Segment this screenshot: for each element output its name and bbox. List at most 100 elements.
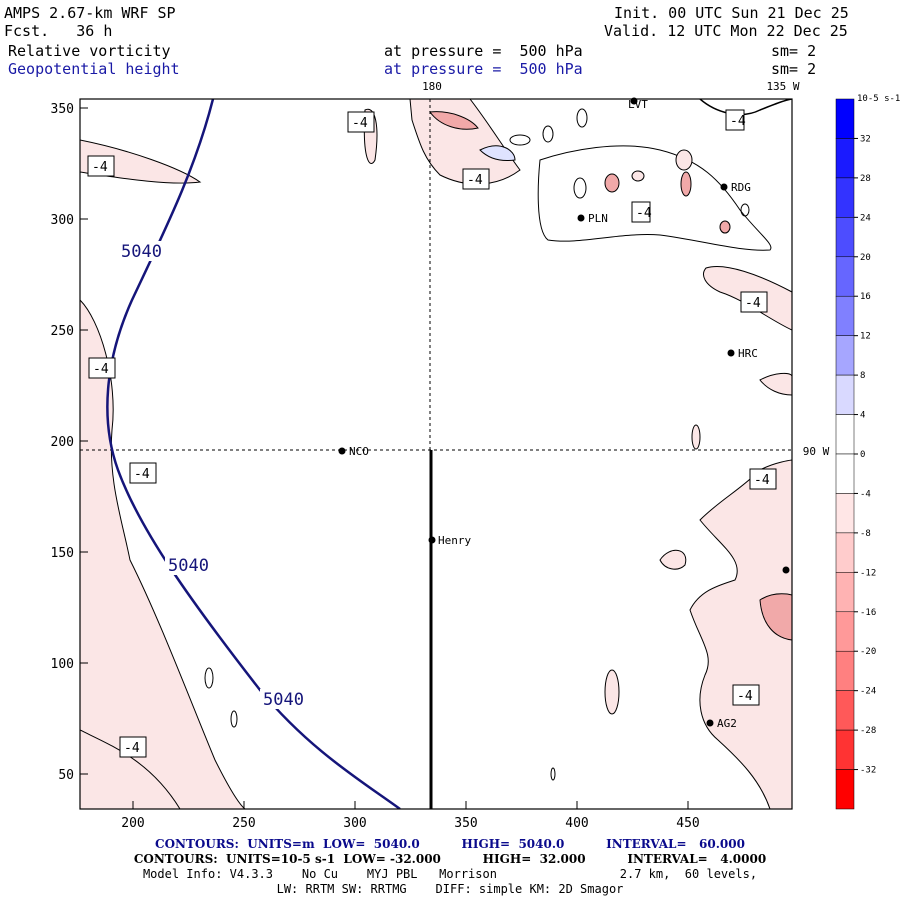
vorticity-contour-label: -4 (754, 473, 770, 488)
colorbar-swatch (835, 650, 855, 691)
vorticity-contour-label: -4 (737, 689, 753, 704)
colorbar-swatch (835, 611, 855, 652)
y-tick-label: 300 (51, 213, 74, 228)
colorbar-label: -12 (860, 568, 876, 578)
colorbar-label: 4 (860, 411, 865, 421)
x-tick-label: 250 (232, 816, 255, 831)
colorbar-label: -24 (860, 687, 876, 697)
station-label: Henry (438, 534, 471, 547)
field2-level: at pressure = 500 hPa (384, 60, 583, 78)
colorbar-swatch (835, 295, 855, 336)
colorbar-swatch (835, 729, 855, 770)
y-tick-label: 150 (51, 546, 74, 561)
vorticity-contour-label: -4 (730, 114, 746, 129)
y-tick-label: 50 (58, 768, 74, 783)
valid-time: Valid. 12 UTC Mon 22 Dec 25 (604, 22, 848, 40)
station-label: RDG (731, 181, 751, 194)
station-label: LVT (628, 98, 648, 111)
colorbar-label: 20 (860, 253, 871, 263)
colorbar-label: 24 (860, 213, 871, 223)
colorbar-label: 8 (860, 371, 865, 381)
colorbar-swatch (835, 217, 855, 258)
station-marker (720, 183, 728, 191)
colorbar-swatch (835, 453, 855, 494)
colorbar-swatch (835, 98, 855, 139)
model-title: AMPS 2.67-km WRF SP (4, 4, 176, 22)
height-contour-label: 5040 (168, 556, 209, 576)
colorbar-label: -4 (860, 489, 871, 499)
field2-smoothing: sm= 2 (771, 60, 817, 78)
colorbar-swatch (835, 374, 855, 415)
vorticity-contour-label: -4 (745, 296, 761, 311)
station-marker (706, 719, 714, 727)
model-info: Model Info: V4.3.3 No Cu MYJ PBL Morriso… (142, 867, 758, 881)
vorticity-contour-label: -4 (467, 173, 483, 188)
field1-name: Relative vorticity (8, 42, 171, 60)
station-marker (782, 566, 790, 574)
vorticity-contour-label: -4 (636, 206, 652, 221)
x-tick-label: 400 (565, 816, 588, 831)
meridian-180-label: 180 (422, 80, 442, 93)
colorbar-label: -32 (860, 766, 876, 776)
station-marker (630, 97, 638, 105)
station-label: NCO (349, 445, 369, 458)
colorbar-label: 0 (860, 450, 865, 460)
x-tick-label: 450 (676, 816, 699, 831)
height-contour-label: 5040 (263, 690, 304, 710)
meridian-135w-label: 135 W (766, 80, 799, 93)
station-marker (727, 349, 735, 357)
colorbar-swatch (835, 572, 855, 613)
vorticity-contour-label: -4 (124, 741, 140, 756)
y-tick-label: 350 (51, 102, 74, 117)
colorbar-label: 12 (860, 332, 871, 342)
colorbar-label: 28 (860, 174, 871, 184)
station-marker (428, 536, 436, 544)
station-label: PLN (588, 212, 608, 225)
y-tick-label: 100 (51, 657, 74, 672)
colorbar-swatch (835, 769, 855, 810)
field2-name: Geopotential height (8, 60, 180, 78)
colorbar-label: -8 (860, 529, 871, 539)
field1-level: at pressure = 500 hPa (384, 42, 583, 60)
colorbar-label: -28 (860, 726, 876, 736)
field1-smoothing: sm= 2 (771, 42, 817, 60)
station-label: HRC (738, 347, 758, 360)
colorbar-swatch (835, 532, 855, 573)
colorbar (835, 98, 855, 810)
forecast-hour: Fcst. 36 h (4, 22, 113, 40)
colorbar-swatch (835, 335, 855, 376)
colorbar-label: -16 (860, 608, 876, 618)
colorbar-swatch (835, 177, 855, 218)
colorbar-label: 16 (860, 292, 871, 302)
contours-height-info: CONTOURS: UNITS=m LOW= 5040.0 HIGH= 5040… (155, 837, 745, 851)
vorticity-field (80, 99, 792, 809)
y-tick-label: 200 (51, 435, 74, 450)
colorbar-swatch (835, 493, 855, 534)
meridian-90w-label: 90 W (803, 445, 830, 458)
geopotential-height-contour (106, 99, 401, 809)
vorticity-contour-label: -4 (134, 467, 150, 482)
contours-vorticity-info: CONTOURS: UNITS=10-5 s-1 LOW= -32.000 HI… (133, 852, 767, 866)
colorbar-unit: 10-5 s-1 (857, 94, 900, 104)
colorbar-swatch (835, 414, 855, 455)
station-marker (577, 214, 585, 222)
plot-frame (79, 98, 793, 810)
colorbar-swatch (835, 690, 855, 731)
vorticity-contour-label: -4 (352, 116, 368, 131)
colorbar-swatch (835, 138, 855, 179)
vorticity-contour-label: -4 (93, 362, 109, 377)
station-label: AG2 (717, 717, 737, 730)
model-physics: LW: RRTM SW: RRTMG DIFF: simple KM: 2D S… (276, 882, 624, 896)
height-contour-label: 5040 (121, 242, 162, 262)
x-tick-label: 300 (343, 816, 366, 831)
colorbar-label: 32 (860, 134, 871, 144)
init-time: Init. 00 UTC Sun 21 Dec 25 (614, 4, 849, 22)
colorbar-label: -20 (860, 647, 876, 657)
vorticity-contour-label: -4 (92, 160, 108, 175)
y-tick-label: 250 (51, 324, 74, 339)
station-marker (338, 447, 346, 455)
x-tick-label: 200 (121, 816, 144, 831)
x-tick-label: 350 (454, 816, 477, 831)
colorbar-swatch (835, 256, 855, 297)
